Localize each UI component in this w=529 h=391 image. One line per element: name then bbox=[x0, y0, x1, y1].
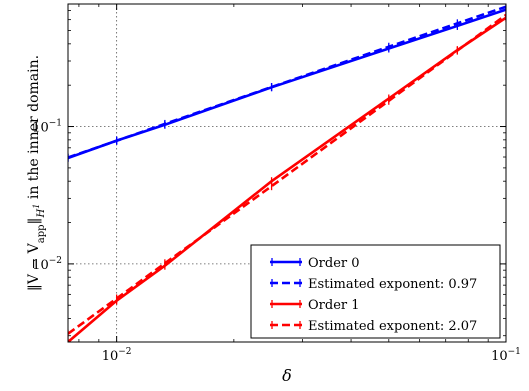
legend-entry: Order 1 bbox=[270, 298, 360, 313]
legend-label: Order 1 bbox=[308, 298, 360, 313]
series-layer bbox=[68, 4, 506, 342]
legend-box bbox=[250, 244, 501, 339]
y-tick-label: 10−1 bbox=[32, 119, 62, 136]
major-ticks bbox=[68, 4, 507, 342]
x-axis-label: δ bbox=[282, 366, 292, 385]
legend-entry: Estimated exponent: 0.97 bbox=[270, 277, 477, 292]
legend-entry: Estimated exponent: 2.07 bbox=[270, 319, 477, 334]
x-tick-label: 10−2 bbox=[102, 347, 132, 364]
legend-label: Estimated exponent: 0.97 bbox=[308, 277, 477, 292]
x-tick-label: 10−1 bbox=[491, 347, 521, 364]
legend-entry: Order 0 bbox=[270, 256, 360, 271]
y-axis-label: ‖V − Vapp‖H1 in the inner domain. bbox=[26, 55, 47, 291]
plot-frame bbox=[67, 3, 507, 343]
tick-labels: 10−2 10−1 10−2 10−1 bbox=[32, 119, 521, 364]
legend-label: Order 0 bbox=[308, 256, 360, 271]
y-tick-label: 10−2 bbox=[32, 256, 62, 273]
legend-label: Estimated exponent: 2.07 bbox=[308, 319, 477, 334]
legend: Order 0 Estimated exponent: 0.97 Order 1 Es… bbox=[250, 244, 501, 339]
